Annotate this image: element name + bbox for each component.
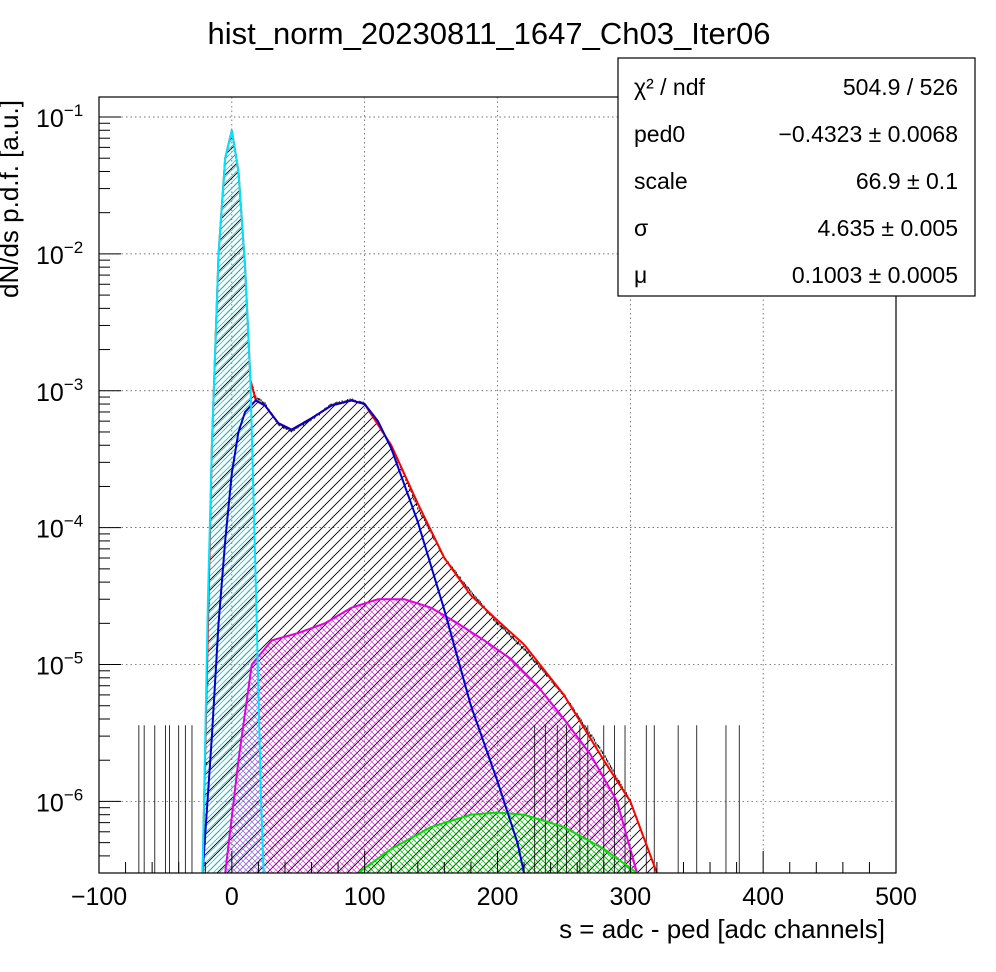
- x-tick-labels: −100 0 100 200 300 400 500: [71, 883, 917, 911]
- stats-label: σ: [634, 215, 648, 241]
- component-fills: [202, 130, 657, 873]
- stats-label: ped0: [634, 121, 685, 147]
- y-tick-label: 10−4: [36, 512, 83, 544]
- x-tick-label: 400: [742, 883, 784, 911]
- y-tick-label: 10−1: [36, 101, 83, 133]
- signal-component-curve: [201, 399, 526, 873]
- three-photoelectron-component-curve: [357, 811, 638, 873]
- pedestal-component-curve: [201, 130, 265, 873]
- y-axis-label: dN/ds p.d.f. [a.u.]: [0, 100, 24, 298]
- x-tick-label: 300: [609, 883, 651, 911]
- x-tick-label: −100: [71, 883, 127, 911]
- stats-label: scale: [634, 168, 688, 194]
- x-tick-label: 100: [344, 883, 386, 911]
- stats-value: 66.9 ± 0.1: [856, 168, 958, 194]
- stats-box-frame: [617, 57, 976, 297]
- x-tick-label: 500: [875, 883, 917, 911]
- stats-value: 504.9 / 526: [843, 74, 958, 100]
- stats-value: 4.635 ± 0.005: [817, 215, 958, 241]
- stats-value: −0.4323 ± 0.0068: [778, 121, 958, 147]
- y-tick-label: 10−5: [36, 649, 83, 681]
- fit-statistics-box: χ² / ndf 504.9 / 526 ped0 −0.4323 ± 0.0068 s…: [617, 57, 976, 297]
- stats-label: χ² / ndf: [634, 74, 705, 100]
- component-fill: [358, 812, 637, 873]
- stats-value: 0.1003 ± 0.0005: [792, 262, 958, 288]
- x-axis-label: s = adc - ped [adc channels]: [559, 914, 885, 944]
- component-fill: [225, 599, 637, 873]
- y-tick-labels: 10−6 10−5 10−4 10−3 10−2 10−1: [36, 101, 83, 817]
- two-photoelectron-component-curve: [224, 598, 638, 873]
- fit-curves: [201, 130, 658, 873]
- axis-ticks: [98, 116, 897, 874]
- y-tick-label: 10−2: [36, 238, 83, 270]
- x-tick-label: 200: [477, 883, 519, 911]
- chart-title: hist_norm_20230811_1647_Ch03_Iter06: [207, 16, 770, 51]
- y-tick-label: 10−6: [36, 785, 83, 817]
- x-tick-label: 0: [225, 883, 239, 911]
- stats-label: μ: [634, 262, 647, 288]
- y-tick-label: 10−3: [36, 375, 83, 407]
